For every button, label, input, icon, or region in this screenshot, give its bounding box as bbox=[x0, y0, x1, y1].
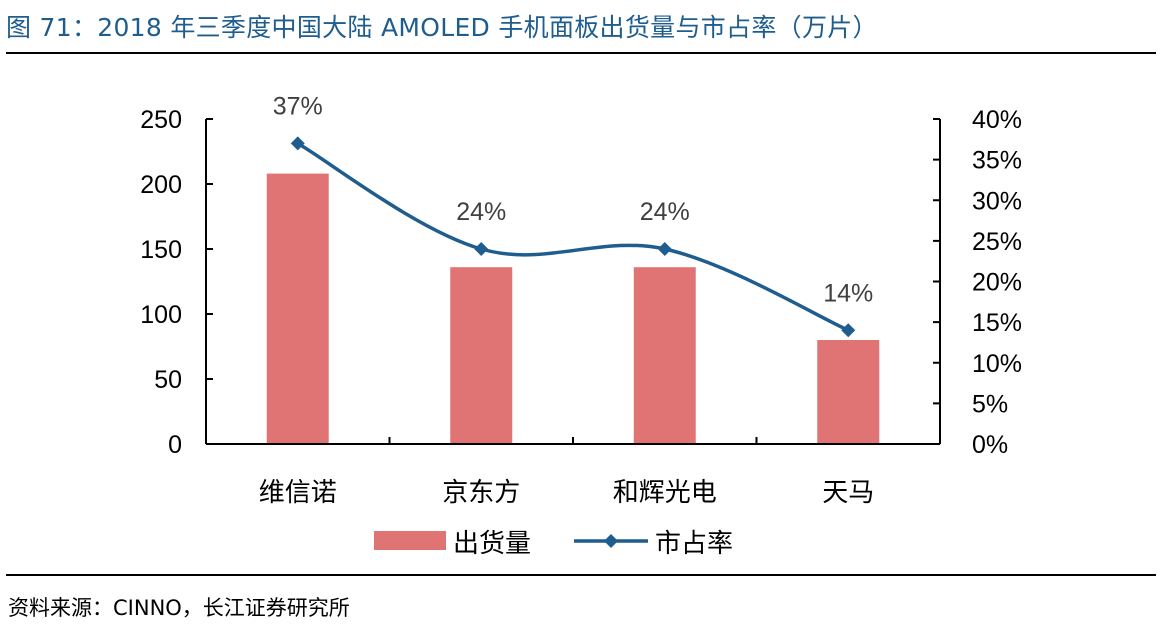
y-left-tick-label: 50 bbox=[154, 366, 182, 394]
y-right-tick-label: 30% bbox=[972, 187, 1022, 215]
y-right-tick-label: 35% bbox=[972, 147, 1022, 175]
y-right-tick-label: 40% bbox=[972, 106, 1022, 134]
y-left-tick-label: 100 bbox=[140, 301, 182, 329]
y-left-tick-label: 200 bbox=[140, 171, 182, 199]
legend-bar-swatch bbox=[374, 531, 446, 550]
y-right-tick-label: 10% bbox=[972, 350, 1022, 378]
share-marker-2 bbox=[657, 242, 672, 256]
source-divider bbox=[6, 574, 1156, 576]
x-category-label: 天马 bbox=[822, 478, 874, 508]
share-line bbox=[296, 141, 849, 332]
share-data-label: 14% bbox=[823, 279, 873, 307]
x-category-label: 和辉光电 bbox=[613, 478, 717, 508]
legend-line-label: 市占率 bbox=[655, 529, 733, 559]
bar-2 bbox=[633, 267, 696, 444]
y-left-tick-label: 250 bbox=[140, 106, 182, 134]
share-marker-1 bbox=[474, 242, 489, 256]
share-data-label: 24% bbox=[640, 198, 690, 226]
bar-0 bbox=[266, 173, 329, 444]
share-marker-3 bbox=[841, 323, 856, 338]
x-category-label: 京东方 bbox=[442, 478, 520, 508]
y-left-tick-label: 150 bbox=[140, 236, 182, 264]
source-note: 资料来源：CINNO，长江证券研究所 bbox=[8, 596, 350, 620]
y-right-tick-label: 25% bbox=[972, 228, 1022, 256]
share-data-label: 24% bbox=[456, 198, 506, 226]
y-right-tick-label: 15% bbox=[972, 309, 1022, 337]
y-right-tick-label: 20% bbox=[972, 269, 1022, 297]
chart: 0 50 100 150 200 250 0% 5% 10% 15% 20% 25% 30% 35% 40%… bbox=[140, 92, 1022, 559]
y-left-tick-label: 0 bbox=[168, 431, 182, 459]
bar-1 bbox=[450, 267, 513, 444]
chart-title: 图 71：2018 年三季度中国大陆 AMOLED 手机面板出货量与市占率（万片… bbox=[6, 13, 878, 42]
y-right-tick-label: 5% bbox=[972, 390, 1008, 418]
y-right-tick-label: 0% bbox=[972, 431, 1008, 459]
x-category-label: 维信诺 bbox=[259, 478, 337, 508]
legend-line-marker bbox=[604, 534, 618, 548]
share-marker-0 bbox=[290, 136, 305, 151]
bar-3 bbox=[817, 340, 880, 444]
share-data-label: 37% bbox=[273, 92, 323, 120]
legend-bar-label: 出货量 bbox=[453, 529, 531, 559]
title-divider bbox=[6, 52, 1156, 54]
